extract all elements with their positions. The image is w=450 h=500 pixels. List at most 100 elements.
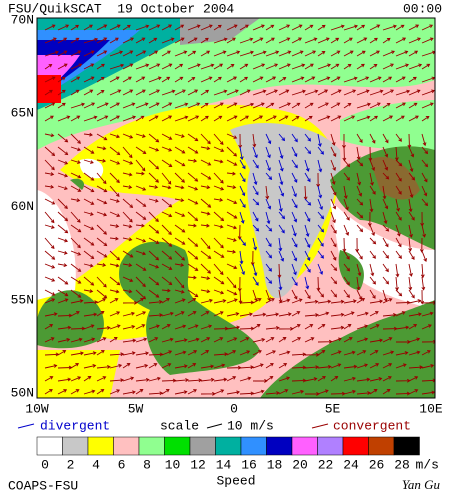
- wind-arrow: [239, 24, 249, 31]
- colorbar-swatch: [62, 436, 89, 456]
- wind-arrow: [395, 276, 399, 291]
- wind-arrow: [44, 133, 55, 138]
- wind-arrow: [83, 146, 95, 154]
- wind-arrow: [187, 102, 201, 109]
- wind-arrow: [109, 298, 119, 304]
- wind-arrow: [70, 89, 80, 96]
- wind-arrow: [291, 198, 298, 209]
- wind-arrow: [200, 102, 209, 109]
- wind-arrow: [317, 159, 323, 173]
- wind-arrow: [356, 298, 366, 304]
- wind-arrow: [382, 363, 393, 369]
- wind-arrow: [122, 363, 131, 369]
- wind-arrow: [187, 337, 200, 343]
- wind-arrow: [239, 89, 251, 96]
- wind-arrow: [304, 289, 311, 300]
- wind-arrow: [356, 391, 371, 395]
- wind-arrow: [148, 37, 158, 44]
- wind-arrow: [304, 63, 314, 70]
- wind-arrow: [109, 250, 121, 261]
- wind-arrow: [187, 250, 199, 260]
- wind-arrow: [174, 276, 185, 289]
- wind-arrow: [174, 263, 185, 267]
- wind-arrow: [135, 50, 147, 57]
- wind-arrow: [161, 378, 177, 383]
- wind-arrow: [330, 337, 342, 343]
- wind-arrow: [83, 37, 99, 44]
- wind-arrow: [356, 133, 363, 143]
- wind-arrow: [252, 198, 260, 206]
- wind-arrow: [83, 351, 97, 356]
- wind-arrow: [148, 172, 159, 183]
- wind-arrow: [252, 172, 258, 186]
- wind-arrow: [252, 37, 264, 44]
- wind-arrow: [57, 24, 70, 31]
- colorbar-label: 24: [343, 457, 359, 472]
- wind-arrow: [83, 324, 95, 330]
- wind-arrow: [356, 50, 366, 57]
- colorbar-swatch: [215, 436, 242, 456]
- wind-arrow: [369, 198, 374, 213]
- wind-arrow: [200, 298, 213, 304]
- wind-arrow: [109, 159, 121, 165]
- wind-arrow: [265, 224, 273, 232]
- wind-arrow: [96, 250, 108, 258]
- wind-arrow: [304, 198, 312, 206]
- wind-arrow: [96, 211, 108, 217]
- wind-arrow: [356, 76, 370, 83]
- wind-arrow: [304, 24, 314, 31]
- wind-arrow: [174, 324, 187, 330]
- wind-arrow: [174, 24, 185, 31]
- wind-arrow: [135, 171, 145, 176]
- wind-arrow: [174, 50, 188, 57]
- wind-arrow: [174, 159, 186, 167]
- wind-arrow: [148, 299, 163, 304]
- wind-arrow: [395, 115, 405, 122]
- wind-arrow: [226, 263, 238, 270]
- wind-arrow: [265, 63, 279, 70]
- wind-arrow: [57, 337, 71, 343]
- wind-arrow: [421, 363, 435, 369]
- wind-arrow: [109, 352, 125, 357]
- wind-arrow: [239, 37, 254, 44]
- lat-label: 50N: [11, 386, 34, 401]
- scale-label: scale: [160, 418, 199, 433]
- wind-arrow: [161, 63, 173, 70]
- wind-arrow: [278, 250, 285, 262]
- wind-arrow: [356, 311, 369, 317]
- wind-arrow: [367, 211, 372, 227]
- wind-arrow: [187, 172, 199, 182]
- wind-arrow: [83, 250, 95, 260]
- wind-arrow: [226, 76, 238, 83]
- wind-arrow: [122, 63, 134, 70]
- wind-arrow: [83, 312, 98, 317]
- wind-arrow: [265, 350, 277, 356]
- wind-arrow: [70, 37, 80, 44]
- wind-arrow: [239, 63, 249, 70]
- wind-arrow: [382, 337, 393, 343]
- wind-arrow: [278, 237, 283, 252]
- wind-arrow: [265, 133, 272, 145]
- wind-arrow: [330, 185, 337, 196]
- wind-arrow: [291, 311, 301, 317]
- wind-arrow: [291, 76, 305, 83]
- wind-arrow: [343, 276, 350, 286]
- wind-arrow: [187, 24, 201, 31]
- wind-arrow: [421, 224, 426, 238]
- wind-arrow: [382, 37, 391, 44]
- colorbar-swatch: [164, 436, 191, 456]
- wind-arrow: [252, 146, 258, 159]
- wind-arrow: [161, 76, 171, 83]
- wind-arrow: [395, 76, 406, 83]
- wind-arrow: [382, 76, 393, 83]
- wind-arrow: [317, 224, 324, 233]
- wind-arrow: [122, 133, 134, 139]
- wind-arrow: [122, 390, 136, 395]
- wind-arrow: [174, 89, 186, 96]
- wind-arrow: [408, 250, 415, 260]
- wind-arrow: [278, 115, 289, 122]
- wind-arrow: [330, 159, 336, 171]
- wind-arrow: [135, 337, 148, 343]
- wind-arrow: [135, 102, 149, 109]
- wind-arrow: [317, 263, 324, 275]
